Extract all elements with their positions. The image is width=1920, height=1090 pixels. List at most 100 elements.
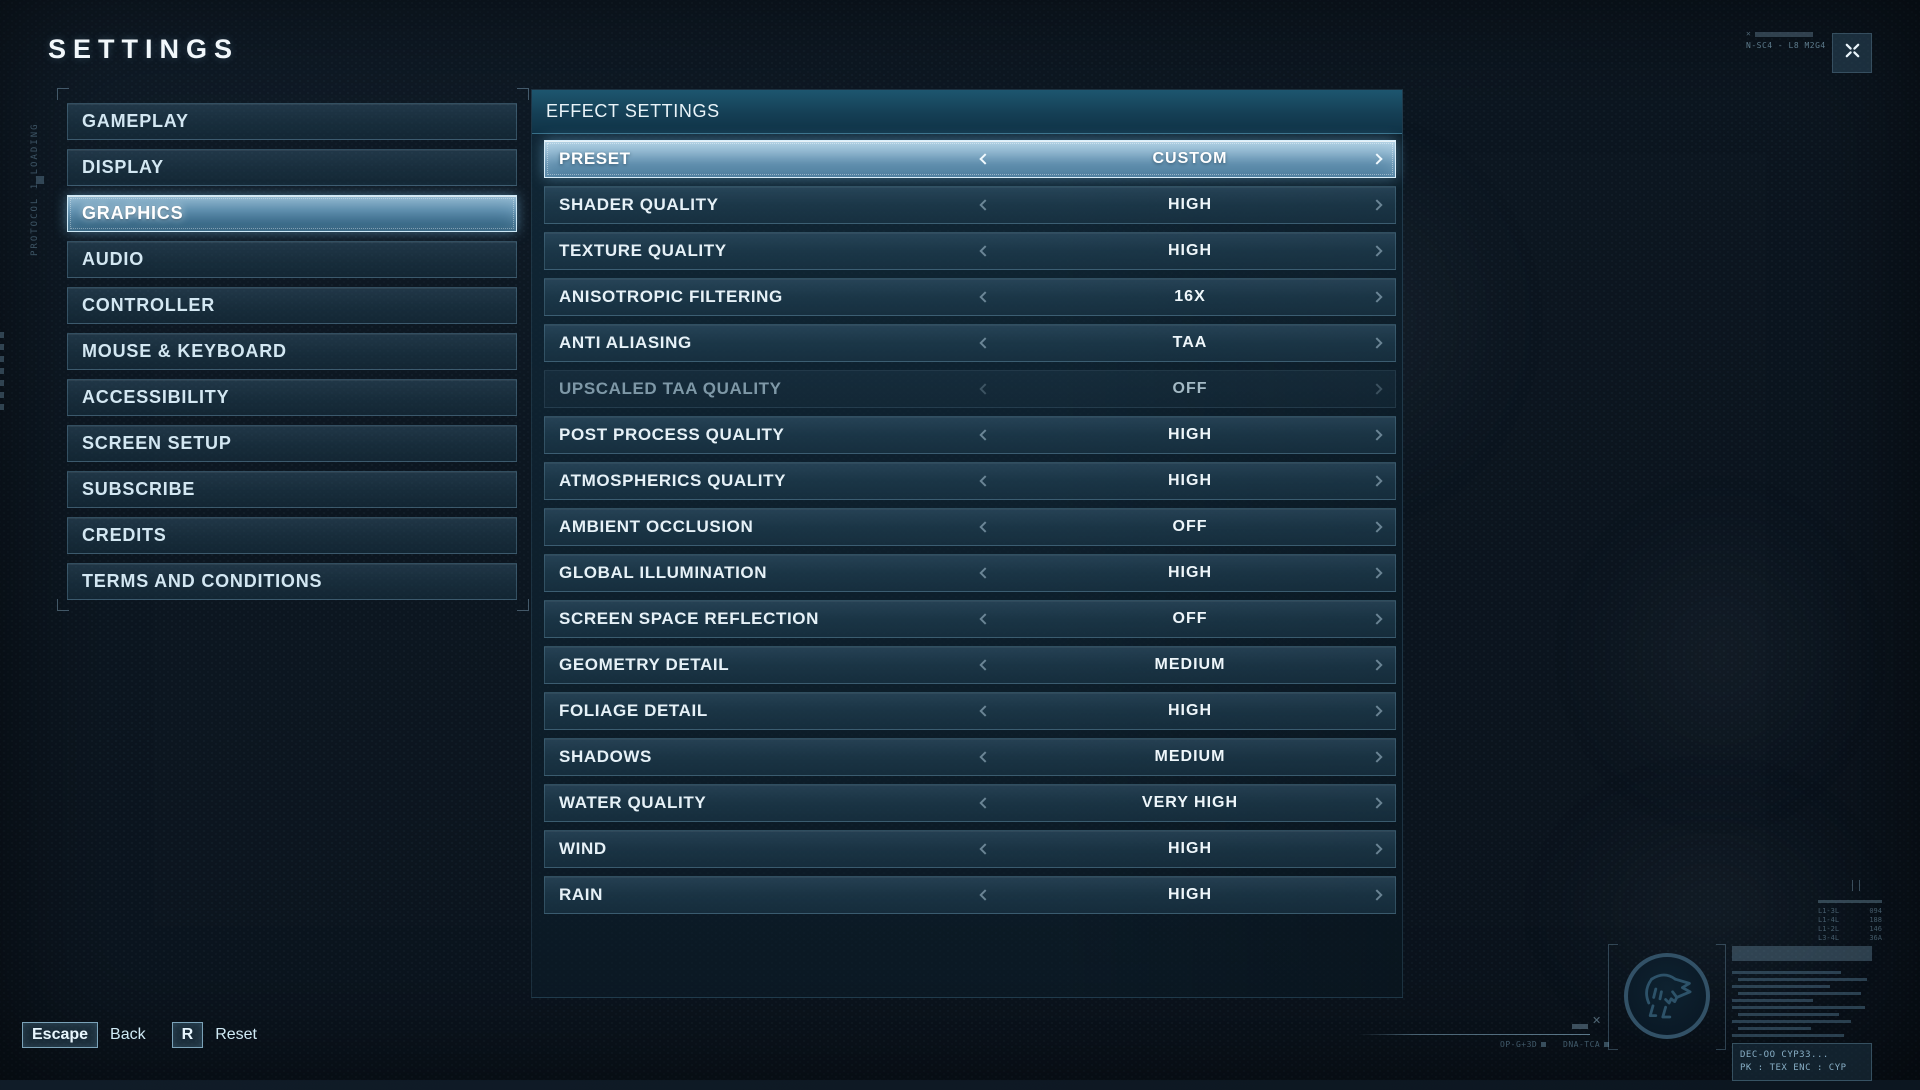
chevron-right-icon[interactable] bbox=[1371, 567, 1383, 579]
setting-row-upscaled-taa-quality: UPSCALED TAA QUALITY OFF bbox=[544, 370, 1396, 408]
chevron-left-icon[interactable] bbox=[979, 751, 991, 763]
jurassic-logo-block bbox=[1608, 944, 1726, 1054]
setting-value: TAA bbox=[1172, 334, 1208, 351]
page-title: SETTINGS bbox=[48, 34, 240, 64]
footer-key-hints: Escape Back R Reset bbox=[22, 1022, 257, 1048]
top-right-hud: ✕ N-SC4 - L8 M2G4 bbox=[1746, 30, 1832, 51]
setting-row-post-process-quality[interactable]: POST PROCESS QUALITY HIGH bbox=[544, 416, 1396, 454]
chevron-right-icon[interactable] bbox=[1371, 889, 1383, 901]
hud-bar bbox=[1818, 900, 1882, 903]
terminal-line: PK : TEX ENC : CYP bbox=[1740, 1063, 1847, 1073]
jurassic-trex-logo bbox=[1624, 953, 1710, 1039]
chevron-right-icon[interactable] bbox=[1371, 843, 1383, 855]
sidebar-item-credits[interactable]: CREDITS bbox=[67, 517, 517, 554]
setting-value: HIGH bbox=[1168, 564, 1212, 581]
sidebar-item-terms[interactable]: TERMS AND CONDITIONS bbox=[67, 563, 517, 600]
chevron-left-icon[interactable] bbox=[979, 889, 991, 901]
setting-label: POST PROCESS QUALITY bbox=[559, 425, 785, 444]
chevron-right-icon[interactable] bbox=[1371, 751, 1383, 763]
chevron-left-icon[interactable] bbox=[979, 567, 991, 579]
setting-row-ambient-occlusion[interactable]: AMBIENT OCCLUSION OFF bbox=[544, 508, 1396, 546]
terminal-title-bar bbox=[1732, 946, 1872, 961]
setting-label: GLOBAL ILLUMINATION bbox=[559, 563, 768, 582]
setting-value: HIGH bbox=[1168, 196, 1212, 213]
setting-row-screen-space-reflection[interactable]: SCREEN SPACE REFLECTION OFF bbox=[544, 600, 1396, 638]
setting-row-rain[interactable]: RAIN HIGH bbox=[544, 876, 1396, 914]
chevron-right-icon[interactable] bbox=[1371, 245, 1383, 257]
setting-row-water-quality[interactable]: WATER QUALITY VERY HIGH bbox=[544, 784, 1396, 822]
setting-row-shadows[interactable]: SHADOWS MEDIUM bbox=[544, 738, 1396, 776]
mini-table-value: 146 bbox=[1869, 925, 1882, 933]
mini-table-value: 36A bbox=[1869, 934, 1882, 942]
sidebar-item-gameplay[interactable]: GAMEPLAY bbox=[67, 103, 517, 140]
chevron-left-icon[interactable] bbox=[979, 199, 991, 211]
chevron-left-icon[interactable] bbox=[979, 843, 991, 855]
sidebar-item-audio[interactable]: AUDIO bbox=[67, 241, 517, 278]
sidebar-item-subscribe[interactable]: SUBSCRIBE bbox=[67, 471, 517, 508]
chevron-right-icon[interactable] bbox=[1371, 429, 1383, 441]
resize-window-button[interactable] bbox=[1832, 33, 1872, 73]
setting-row-texture-quality[interactable]: TEXTURE QUALITY HIGH bbox=[544, 232, 1396, 270]
mini-table-key: L3-4L bbox=[1818, 934, 1840, 942]
mini-table-key: L1-4L bbox=[1818, 916, 1840, 924]
chevron-right-icon[interactable] bbox=[1371, 521, 1383, 533]
sidebar-item-label: AUDIO bbox=[82, 249, 144, 269]
terminal-message-box: DEC-OO CYP33... PK : TEX ENC : CYP bbox=[1732, 1043, 1872, 1081]
sidebar-item-label: MOUSE & KEYBOARD bbox=[82, 341, 287, 361]
chevron-left-icon[interactable] bbox=[979, 797, 991, 809]
chevron-left-icon[interactable] bbox=[979, 153, 991, 165]
chevron-right-icon[interactable] bbox=[1371, 337, 1383, 349]
hud-square-marker bbox=[36, 176, 44, 184]
chevron-left-icon[interactable] bbox=[979, 245, 991, 257]
setting-label: TEXTURE QUALITY bbox=[559, 241, 727, 260]
sidebar-item-controller[interactable]: CONTROLLER bbox=[67, 287, 517, 324]
setting-row-preset[interactable]: PRESET CUSTOM bbox=[544, 140, 1396, 178]
setting-row-anti-aliasing[interactable]: ANTI ALIASING TAA bbox=[544, 324, 1396, 362]
chevron-left-icon[interactable] bbox=[979, 291, 991, 303]
chevron-right-icon[interactable] bbox=[1371, 475, 1383, 487]
escape-keycap[interactable]: Escape bbox=[22, 1022, 99, 1048]
setting-row-anisotropic-filtering[interactable]: ANISOTROPIC FILTERING 16X bbox=[544, 278, 1396, 316]
setting-row-wind[interactable]: WIND HIGH bbox=[544, 830, 1396, 868]
chevron-right-icon[interactable] bbox=[1371, 659, 1383, 671]
corner-mark bbox=[517, 88, 529, 100]
reset-label[interactable]: Reset bbox=[215, 1026, 257, 1043]
chevron-left-icon[interactable] bbox=[979, 429, 991, 441]
setting-row-shader-quality[interactable]: SHADER QUALITY HIGH bbox=[544, 186, 1396, 224]
sidebar-item-accessibility[interactable]: ACCESSIBILITY bbox=[67, 379, 517, 416]
setting-value: HIGH bbox=[1168, 242, 1212, 259]
chevron-right-icon[interactable] bbox=[1371, 797, 1383, 809]
chevron-left-icon[interactable] bbox=[979, 521, 991, 533]
sidebar-item-label: GRAPHICS bbox=[82, 203, 184, 223]
setting-value: CUSTOM bbox=[1152, 150, 1228, 167]
chevron-left-icon[interactable] bbox=[979, 659, 991, 671]
chevron-left-icon[interactable] bbox=[979, 613, 991, 625]
sidebar-item-mouse-keyboard[interactable]: MOUSE & KEYBOARD bbox=[67, 333, 517, 370]
chevron-left-icon[interactable] bbox=[979, 705, 991, 717]
sidebar-item-display[interactable]: DISPLAY bbox=[67, 149, 517, 186]
hud-line-cap bbox=[1572, 1024, 1588, 1029]
setting-row-geometry-detail[interactable]: GEOMETRY DETAIL MEDIUM bbox=[544, 646, 1396, 684]
mini-table-key: L1-2L bbox=[1818, 925, 1840, 933]
setting-value: HIGH bbox=[1168, 426, 1212, 443]
terminal-redacted-lines bbox=[1732, 971, 1872, 1037]
sidebar-item-graphics[interactable]: GRAPHICS bbox=[67, 195, 517, 232]
chevron-right-icon[interactable] bbox=[1371, 705, 1383, 717]
sidebar-item-label: DISPLAY bbox=[82, 157, 164, 177]
sidebar-item-screen-setup[interactable]: SCREEN SETUP bbox=[67, 425, 517, 462]
chevron-left-icon[interactable] bbox=[979, 337, 991, 349]
setting-row-global-illumination[interactable]: GLOBAL ILLUMINATION HIGH bbox=[544, 554, 1396, 592]
back-label[interactable]: Back bbox=[110, 1026, 146, 1043]
chevron-right-icon[interactable] bbox=[1371, 291, 1383, 303]
r-keycap[interactable]: R bbox=[171, 1022, 204, 1048]
chevron-right-icon[interactable] bbox=[1371, 613, 1383, 625]
setting-row-atmospherics-quality[interactable]: ATMOSPHERICS QUALITY HIGH bbox=[544, 462, 1396, 500]
chevron-left-icon[interactable] bbox=[979, 475, 991, 487]
chevron-right-icon[interactable] bbox=[1371, 153, 1383, 165]
corner-mark bbox=[57, 88, 69, 100]
setting-label: AMBIENT OCCLUSION bbox=[559, 517, 754, 536]
chevron-right-icon[interactable] bbox=[1371, 199, 1383, 211]
setting-label: SHADER QUALITY bbox=[559, 195, 719, 214]
setting-row-foliage-detail[interactable]: FOLIAGE DETAIL HIGH bbox=[544, 692, 1396, 730]
